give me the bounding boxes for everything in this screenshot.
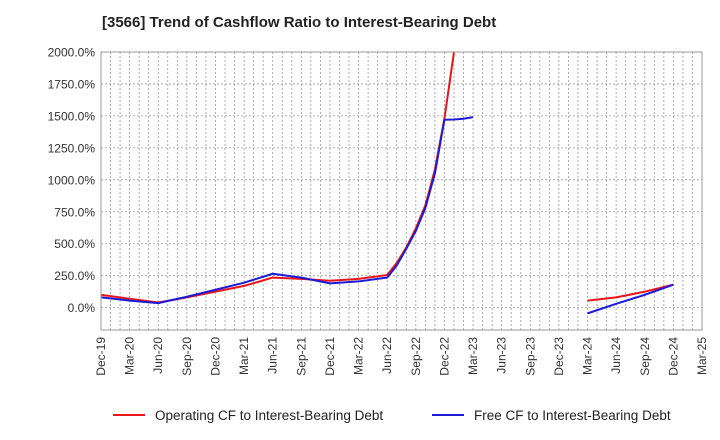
y-axis-ticks: 2000.0% 1750.0% 1500.0% 1250.0% 1000.0% 750.0… xyxy=(48,46,96,316)
x-tick-label: Sep-24 xyxy=(638,337,652,376)
operating-cf-line xyxy=(101,52,455,304)
x-tick-label: Dec-19 xyxy=(94,337,108,376)
x-tick-label: Jun-23 xyxy=(495,337,509,374)
x-tick-label: Mar-21 xyxy=(237,337,251,375)
y-tick-label: 2000.0% xyxy=(48,46,96,60)
x-tick-label: Dec-21 xyxy=(323,337,337,376)
x-tick-label: Dec-23 xyxy=(552,337,566,376)
x-tick-label: Jun-22 xyxy=(380,337,394,374)
y-tick-label: 1250.0% xyxy=(48,141,96,155)
x-tick-label: Dec-20 xyxy=(208,337,222,376)
x-tick-label: Mar-23 xyxy=(466,337,480,375)
y-tick-label: 0.0% xyxy=(68,301,96,315)
legend: Operating CF to Interest-Bearing Debt Fr… xyxy=(0,404,720,428)
x-tick-label: Mar-25 xyxy=(695,337,709,375)
x-tick-label: Jun-24 xyxy=(609,337,623,374)
operating-cf-line xyxy=(587,283,674,302)
legend-swatch-free-cf xyxy=(432,414,464,416)
x-tick-label: Mar-22 xyxy=(352,337,366,375)
plot-frame xyxy=(100,51,703,331)
y-tick-label: 1750.0% xyxy=(48,77,96,91)
x-tick-label: Jun-20 xyxy=(151,337,165,374)
y-tick-label: 250.0% xyxy=(54,269,95,283)
x-tick-label: Mar-20 xyxy=(123,337,137,375)
x-tick-label: Sep-23 xyxy=(523,337,537,376)
y-tick-label: 1500.0% xyxy=(48,109,96,123)
legend-item-operating-cf: Operating CF to Interest-Bearing Debt xyxy=(113,404,383,426)
legend-label-free-cf: Free CF to Interest-Bearing Debt xyxy=(474,407,671,423)
legend-item-free-cf: Free CF to Interest-Bearing Debt xyxy=(432,404,671,426)
legend-swatch-operating-cf xyxy=(113,414,145,416)
x-tick-label: Dec-24 xyxy=(666,337,680,376)
x-tick-label: Mar-24 xyxy=(581,337,595,375)
free-cf-line xyxy=(101,116,474,305)
x-tick-label: Sep-21 xyxy=(294,337,308,376)
x-tick-label: Jun-21 xyxy=(266,337,280,374)
y-tick-label: 1000.0% xyxy=(48,173,96,187)
line-chart: 2000.0% 1750.0% 1500.0% 1250.0% 1000.0% 750.0… xyxy=(48,46,709,376)
x-axis-ticks: Dec-19 Mar-20 Jun-20 Sep-20 Dec-20 Mar-21 Jun-… xyxy=(94,337,709,376)
series-lines xyxy=(101,52,674,315)
legend-label-operating-cf: Operating CF to Interest-Bearing Debt xyxy=(155,407,384,423)
grid xyxy=(100,51,703,330)
x-tick-label: Sep-20 xyxy=(180,337,194,376)
free-cf-line xyxy=(587,283,674,315)
chart-title: [3566] Trend of Cashflow Ratio to Intere… xyxy=(102,14,497,31)
x-tick-label: Sep-22 xyxy=(409,337,423,376)
x-tick-label: Dec-22 xyxy=(437,337,451,376)
y-tick-label: 750.0% xyxy=(54,205,95,219)
y-tick-label: 500.0% xyxy=(54,237,95,251)
